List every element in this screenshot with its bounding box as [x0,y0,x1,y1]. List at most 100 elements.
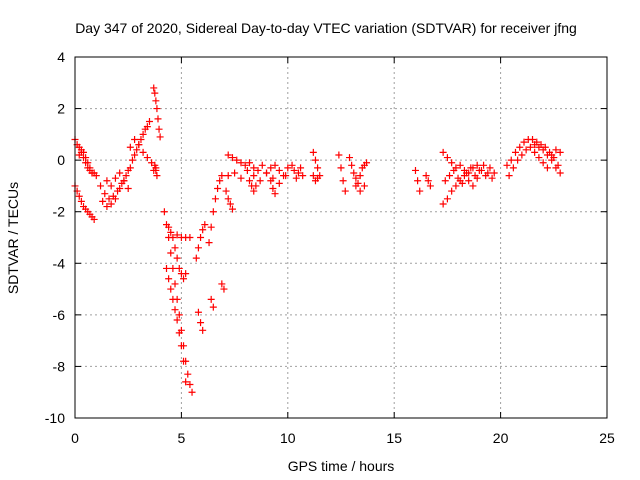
data-point [218,280,226,288]
data-point [237,174,245,182]
y-tick-label: 2 [57,101,65,117]
data-point [350,169,358,177]
data-point [356,187,364,195]
data-point [80,148,88,156]
data-point [192,254,200,262]
data-point [341,187,349,195]
data-point [139,148,147,156]
data-point [299,172,307,180]
data-point [173,316,181,324]
data-point [143,154,151,162]
data-point [488,174,496,182]
data-point [288,161,296,169]
data-point [209,303,217,311]
data-point [256,177,264,185]
data-point [124,166,132,174]
data-point [535,154,543,162]
data-point [228,154,236,162]
data-point [150,84,158,92]
data-point [309,148,317,156]
data-point [346,154,354,162]
data-point [188,388,196,396]
data-point [275,179,283,187]
data-point [250,164,258,172]
data-point [154,115,162,123]
data-point [548,151,556,159]
axis-ticks [74,56,608,419]
data-point [111,195,119,203]
data-point [473,161,481,169]
data-point [141,125,149,133]
data-point [335,151,343,159]
data-point [103,177,111,185]
data-point [245,159,253,167]
data-point [339,177,347,185]
data-point [220,285,228,293]
data-point [175,329,183,337]
data-point [120,177,128,185]
data-point [224,195,232,203]
data-point [471,172,479,180]
data-point [105,195,113,203]
data-point [194,244,202,252]
y-tick-label: -6 [53,307,66,323]
data-point [263,169,271,177]
data-point [173,254,181,262]
data-point [552,164,560,172]
data-point [231,169,239,177]
data-point [448,187,456,195]
data-point [250,187,258,195]
data-point [153,105,161,113]
data-point [469,182,477,190]
data-point [243,166,251,174]
x-tick-label: 10 [280,430,296,446]
data-point [152,97,160,105]
data-point [151,89,159,97]
data-point [503,161,511,169]
data-point [422,172,430,180]
data-point [211,195,219,203]
data-point [160,208,168,216]
data-point [360,182,368,190]
data-point [452,182,460,190]
data-point [254,166,262,174]
data-point [156,133,164,141]
data-point [475,166,483,174]
data-point [414,177,422,185]
data-point [424,177,432,185]
data-point [224,151,232,159]
data-point [75,192,83,200]
x-tick-label: 0 [71,430,79,446]
data-point [245,177,253,185]
data-point [75,151,83,159]
data-point [526,143,534,151]
data-point [207,295,215,303]
data-point [529,136,537,144]
data-point [516,143,524,151]
data-point [511,148,519,156]
data-point [463,169,471,177]
data-point [271,161,279,169]
data-point [126,143,134,151]
data-point [92,172,100,180]
data-point [252,182,260,190]
data-point [297,164,305,172]
data-point [411,166,419,174]
data-point [292,174,300,182]
data-point [439,200,447,208]
data-point [456,161,464,169]
data-point [458,179,466,187]
data-point [116,185,124,193]
data-point [171,280,179,288]
data-point [522,146,530,154]
data-point [131,136,139,144]
data-point [505,172,513,180]
data-point [284,164,292,172]
chart-title: Day 347 of 2020, Sidereal Day-to-day VTE… [75,20,577,36]
data-point [107,182,115,190]
data-point [556,169,564,177]
data-point [205,239,213,247]
data-point [446,172,454,180]
data-point [99,197,107,205]
